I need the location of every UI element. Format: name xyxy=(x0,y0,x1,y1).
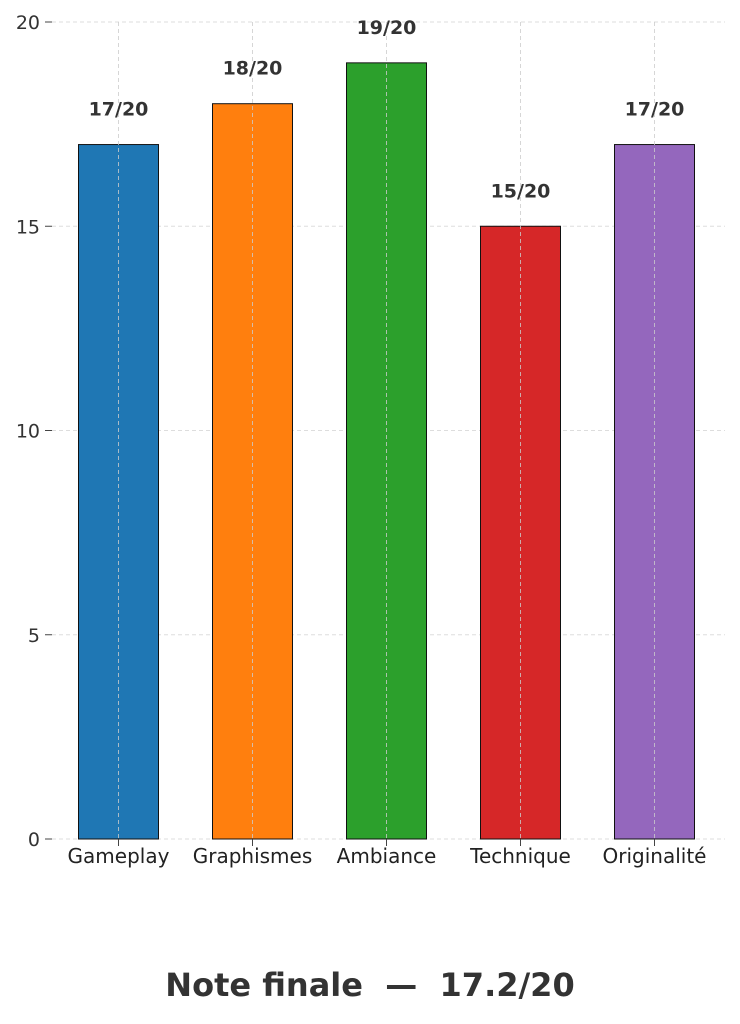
bar-value-label: 17/20 xyxy=(625,99,685,121)
x-category-label: Technique xyxy=(469,844,571,868)
y-tick-label: 0 xyxy=(28,829,40,851)
bar-value-label: 18/20 xyxy=(223,58,283,80)
labels-layer: Gameplay 17/20 Graphismes 18/20 Ambiance 19/2… xyxy=(68,17,707,868)
x-category-label: Gameplay xyxy=(68,844,170,868)
axis-layer: 0 5 10 15 20 xyxy=(16,12,655,851)
bar-value-label: 19/20 xyxy=(357,17,417,39)
y-tick-label: 20 xyxy=(16,12,40,34)
x-category-label: Originalité xyxy=(603,844,707,868)
bar-value-label: 17/20 xyxy=(89,99,149,121)
x-category-label: Ambiance xyxy=(337,844,437,868)
y-tick-label: 10 xyxy=(16,421,40,443)
bar-value-label: 15/20 xyxy=(491,180,551,202)
y-tick-label: 15 xyxy=(16,216,40,238)
final-score-note: Note finale — 17.2/20 xyxy=(165,966,575,1004)
x-category-label: Graphismes xyxy=(193,844,313,868)
y-tick-label: 5 xyxy=(28,625,40,647)
